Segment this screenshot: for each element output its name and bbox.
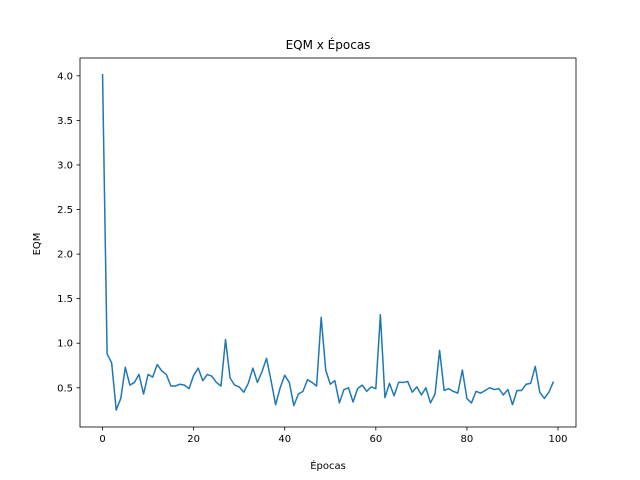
- x-tick-label: 100: [548, 434, 567, 445]
- x-tick-label: 40: [278, 434, 291, 445]
- y-tick-label: 2.0: [57, 250, 73, 261]
- x-tick-label: 60: [369, 434, 382, 445]
- x-axis-label: Épocas: [310, 459, 346, 472]
- x-tick-label: 80: [461, 434, 474, 445]
- y-axis-label: EQM: [32, 233, 43, 256]
- y-tick-label: 3.5: [57, 116, 73, 127]
- axes-frame: [79, 57, 577, 428]
- y-tick-label: 0.5: [57, 383, 73, 394]
- y-tick-label: 1.0: [57, 339, 73, 350]
- y-tick-label: 4.0: [57, 71, 73, 82]
- y-tick-label: 3.0: [57, 160, 73, 171]
- y-tick-label: 1.5: [57, 294, 73, 305]
- x-tick-label: 20: [187, 434, 200, 445]
- x-tick-label: 0: [99, 434, 105, 445]
- y-tick-label: 2.5: [57, 205, 73, 216]
- plot-area: 0 20 40 60 80 100 0.5 1.0 1.5 2.0 2.5 3.0 3.5 4.0: [57, 57, 577, 445]
- chart-title: EQM x Épocas: [286, 37, 371, 52]
- series-line: [101, 74, 555, 411]
